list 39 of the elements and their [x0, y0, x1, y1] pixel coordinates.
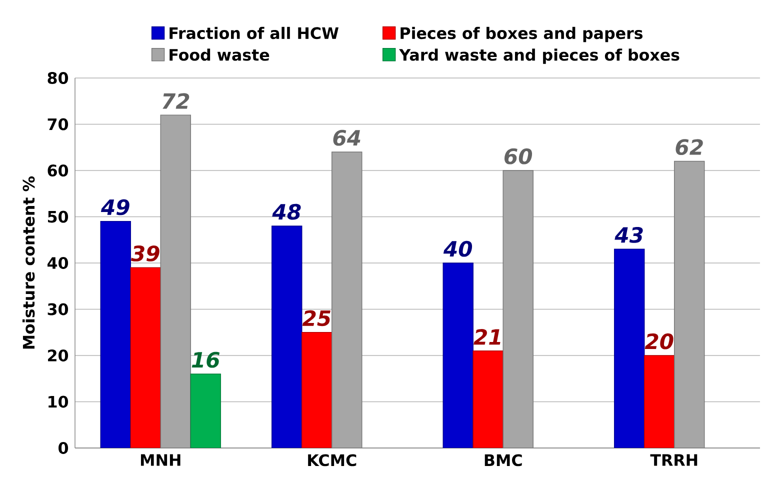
- legend-label: Fraction of all HCW: [170, 26, 338, 40]
- data-label: 60: [504, 148, 532, 164]
- x-tick-label: MNH: [140, 454, 180, 466]
- data-label: 16: [192, 352, 220, 368]
- y-tick-label: 70: [48, 118, 68, 130]
- bar: [614, 248, 645, 448]
- data-label: 64: [333, 130, 360, 146]
- bar: [302, 332, 332, 448]
- legend-label: Food waste: [170, 48, 270, 61]
- y-tick-label: 0: [58, 442, 68, 454]
- data-label: 39: [130, 245, 160, 262]
- y-axis-title: Moisture content %: [22, 176, 35, 349]
- x-tick-label: BMC: [484, 454, 522, 466]
- bar: [272, 226, 302, 448]
- bar: [442, 262, 474, 448]
- bar: [644, 355, 675, 448]
- data-label: 72: [162, 93, 190, 109]
- y-tick-label: 40: [48, 257, 68, 269]
- y-tick-label: 60: [48, 164, 68, 176]
- bar: [100, 221, 131, 448]
- legend-label: Pieces of boxes and papers: [400, 26, 643, 42]
- data-label: 43: [614, 226, 643, 243]
- y-tick-label: 80: [48, 72, 68, 84]
- legend-label: Yard waste and pieces of boxes: [399, 48, 680, 64]
- data-label: 40: [443, 240, 472, 257]
- data-label: 62: [676, 139, 703, 156]
- bar: [472, 350, 504, 448]
- data-label: 20: [644, 333, 674, 350]
- data-label: 25: [302, 310, 330, 326]
- data-label: 48: [272, 204, 301, 220]
- x-tick-label: TRRH: [650, 454, 698, 466]
- y-tick-label: 30: [48, 303, 68, 316]
- y-tick-label: 20: [48, 350, 68, 362]
- y-tick-label: 50: [48, 210, 68, 223]
- bar: [130, 267, 161, 448]
- x-tick-label: KCMC: [308, 454, 356, 466]
- y-tick-label: 10: [48, 396, 68, 408]
- data-label: 21: [474, 329, 500, 345]
- data-label: 49: [100, 199, 130, 216]
